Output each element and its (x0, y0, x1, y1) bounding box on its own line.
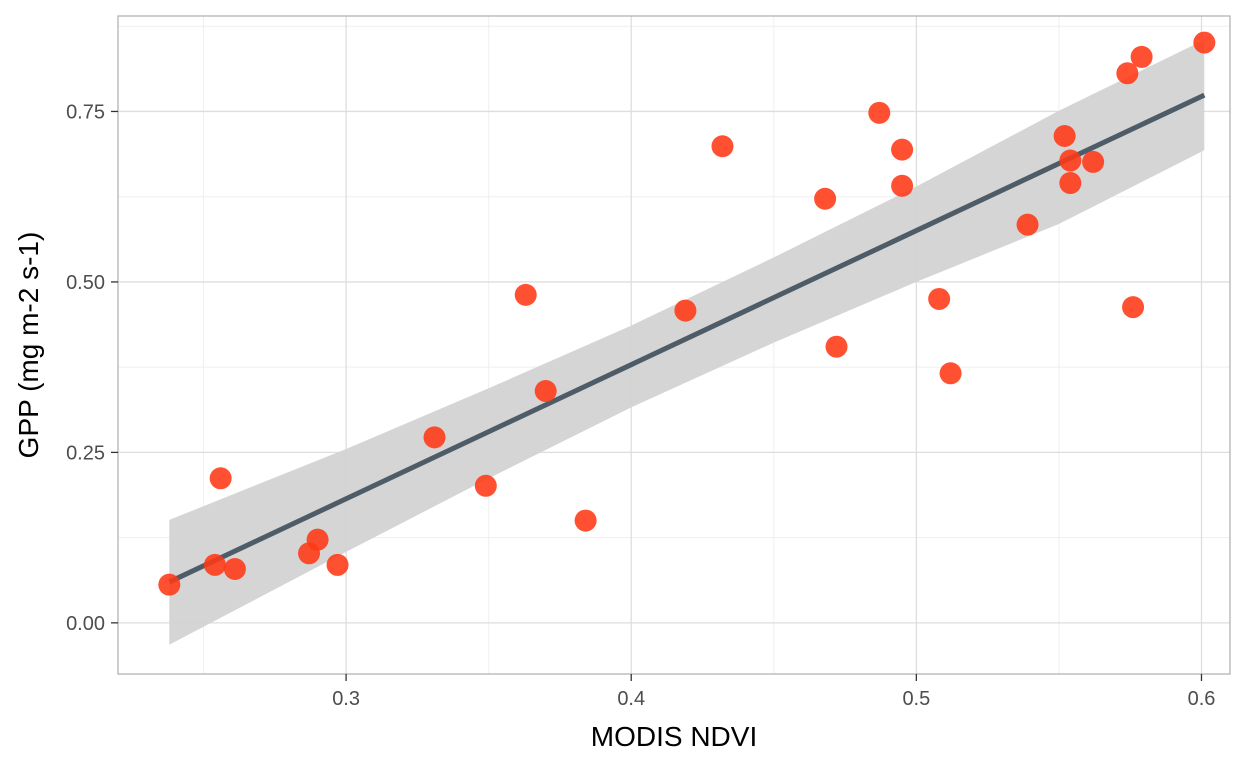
data-point (1193, 31, 1216, 54)
data-point (825, 335, 848, 358)
data-point (891, 174, 914, 197)
y-tick-label: 0.75 (66, 101, 105, 123)
data-point (868, 101, 891, 124)
data-point (306, 528, 329, 551)
confidence-band (169, 39, 1205, 645)
data-point (158, 573, 181, 596)
data-point (1059, 172, 1082, 195)
data-point (326, 553, 349, 576)
data-point (1053, 125, 1076, 148)
data-point (1130, 45, 1153, 68)
y-tick-label: 0.25 (66, 442, 105, 464)
panel-border (117, 15, 1231, 675)
x-tick-label: 0.5 (902, 688, 930, 710)
data-point (1116, 62, 1139, 85)
fit-line (168, 92, 1206, 585)
data-point (1016, 213, 1039, 236)
data-point (534, 380, 557, 403)
data-point (928, 287, 951, 310)
x-tick-label: 0.6 (1188, 688, 1216, 710)
confidence-band-layer (169, 39, 1205, 645)
data-point (674, 299, 697, 322)
data-point (814, 187, 837, 210)
data-points (158, 31, 1216, 596)
data-point (574, 509, 597, 532)
data-point (209, 467, 232, 490)
data-point (939, 362, 962, 385)
x-tick-label: 0.3 (332, 688, 360, 710)
y-axis-title: GPP (mg m-2 s-1) (13, 232, 44, 459)
data-point (1059, 149, 1082, 172)
x-axis-ticks: 0.3 0.4 0.5 0.6 (332, 674, 1215, 710)
data-point (1082, 150, 1105, 173)
y-tick-label: 0.00 (66, 613, 105, 635)
data-point (891, 138, 914, 161)
data-point (514, 283, 537, 306)
y-axis-ticks: 0.00 0.25 0.50 0.75 (66, 101, 118, 635)
data-point (474, 474, 497, 497)
data-point (1122, 296, 1145, 319)
x-axis-title: MODIS NDVI (591, 721, 757, 752)
data-point (711, 135, 734, 158)
data-point (423, 426, 446, 449)
y-tick-label: 0.50 (66, 272, 105, 294)
fit-line-layer (168, 92, 1206, 585)
data-point (223, 557, 246, 580)
data-point (203, 553, 226, 576)
x-tick-label: 0.4 (617, 688, 645, 710)
